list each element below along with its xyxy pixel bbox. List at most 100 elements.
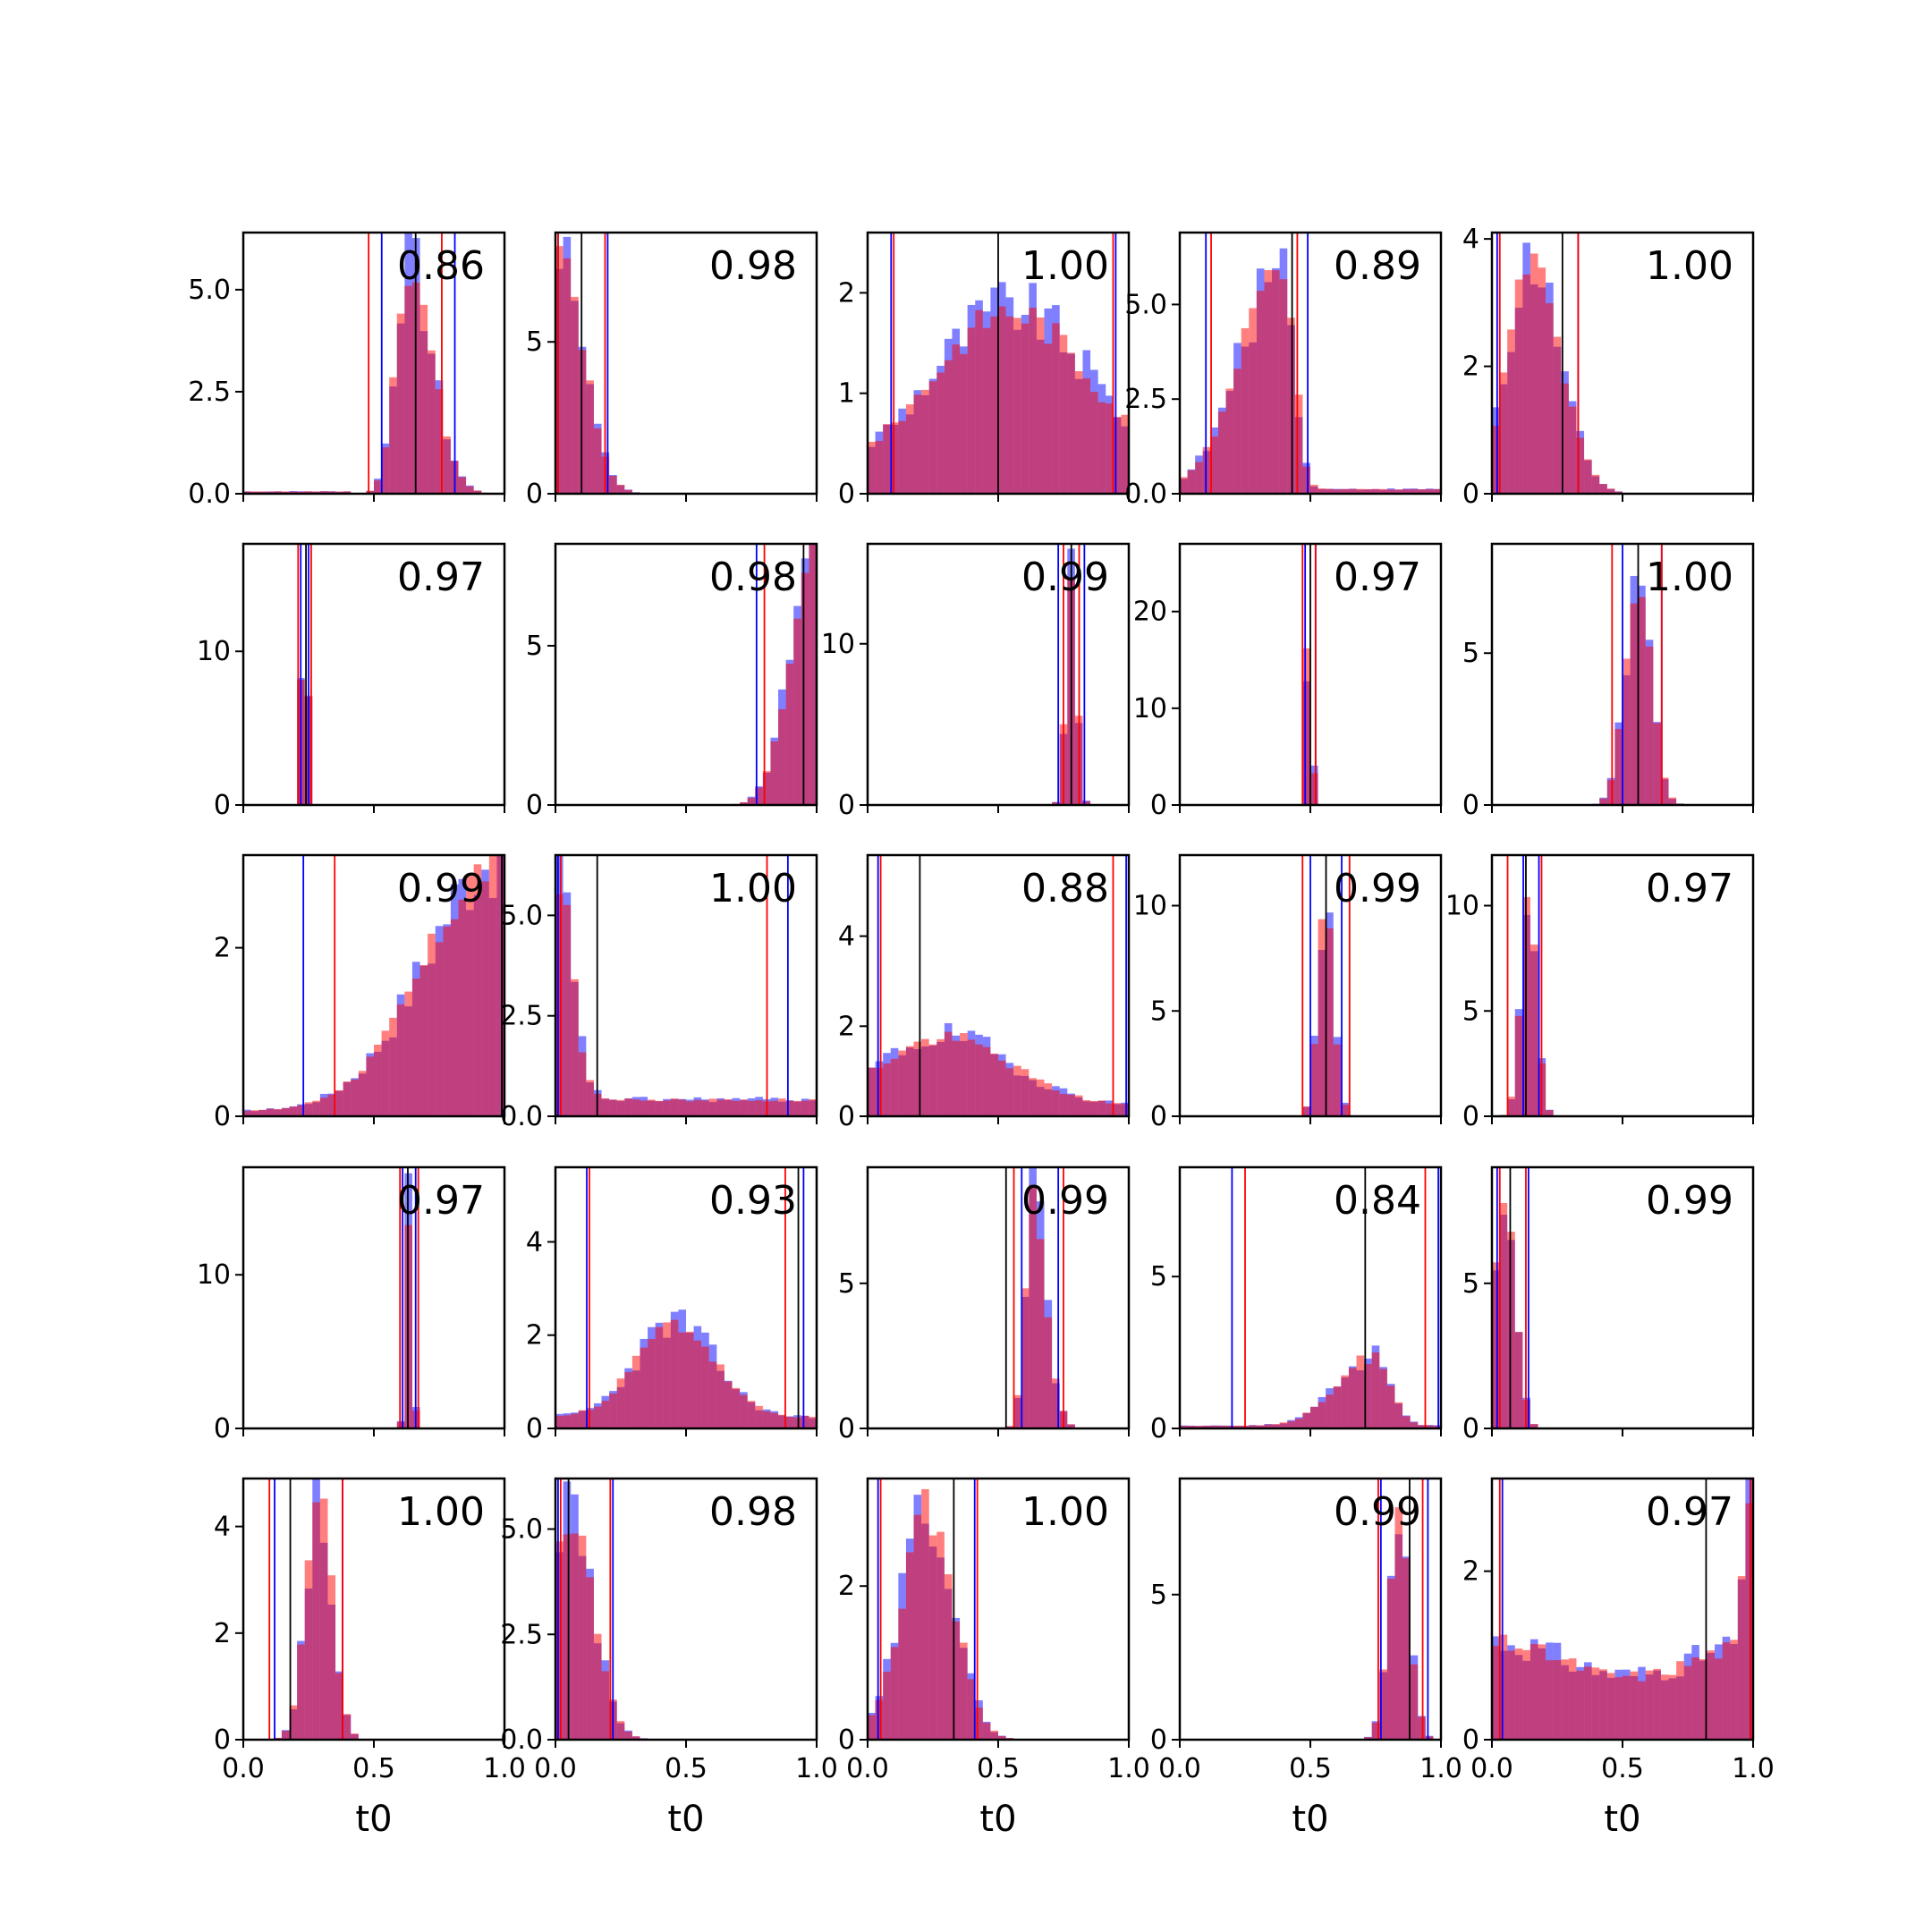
red-bar	[762, 771, 771, 805]
panel-3-5: 0 5 10 0.97	[1445, 853, 1755, 1132]
red-bar	[770, 1412, 779, 1428]
panel-value-label: 0.97	[1334, 555, 1421, 600]
red-bar	[266, 1108, 275, 1116]
red-bar	[404, 991, 412, 1116]
x-axis-label: t0	[979, 1799, 1016, 1840]
red-bar	[1371, 1352, 1380, 1428]
red-bar	[1005, 1068, 1014, 1116]
x-tick-label: 0.0	[846, 1753, 889, 1784]
red-bar	[1302, 1412, 1310, 1428]
y-tick-label: 0	[1150, 1413, 1167, 1445]
red-bar	[1029, 1184, 1037, 1428]
red-bar	[343, 491, 352, 494]
red-bar	[1074, 371, 1083, 494]
red-bar	[1668, 797, 1677, 805]
red-bar	[624, 1098, 632, 1116]
red-bar	[1546, 1110, 1554, 1116]
panel-2-5: 051.00	[1462, 542, 1755, 821]
panel-5-1: 0 2 4 0.0 0.5 1.0 t0 1.00	[214, 1477, 526, 1840]
red-bar	[1341, 1105, 1349, 1116]
red-bar	[686, 1331, 694, 1428]
y-tick-label: 0	[1462, 790, 1479, 821]
red-bar	[875, 441, 884, 494]
red-bar	[1318, 488, 1326, 494]
red-bar	[1256, 291, 1265, 494]
red-bar	[1530, 1644, 1538, 1740]
red-bar	[1425, 1425, 1434, 1428]
red-bar	[898, 420, 906, 494]
red-bar	[396, 1004, 405, 1116]
red-bar	[1402, 1558, 1411, 1740]
red-bar	[1029, 308, 1037, 494]
red-bar	[1187, 1426, 1196, 1428]
red-bar	[755, 1100, 763, 1116]
red-histogram	[555, 894, 817, 1116]
red-bar	[1249, 308, 1257, 494]
y-tick-label: 10	[197, 1259, 231, 1291]
red-bar	[967, 1039, 976, 1116]
red-bar	[466, 486, 474, 494]
red-bar	[1522, 1649, 1530, 1740]
red-bar	[921, 1488, 929, 1740]
red-bar	[601, 1671, 610, 1740]
y-tick-label: 10	[1133, 693, 1167, 724]
red-bar	[1371, 1723, 1380, 1740]
red-bar	[1013, 318, 1021, 494]
y-tick-label: 5.0	[1124, 289, 1167, 320]
red-bar	[624, 1731, 632, 1740]
red-bar	[1348, 1368, 1357, 1428]
y-tick-label: 0	[1150, 790, 1167, 821]
y-tick-label: 0	[838, 1724, 855, 1756]
panel-value-label: 0.97	[1646, 1489, 1733, 1535]
red-bar	[928, 1044, 937, 1116]
y-tick-label: 5.0	[188, 275, 231, 306]
red-bar	[944, 1574, 953, 1740]
red-bar	[1599, 484, 1607, 494]
panel-value-label: 0.98	[709, 1489, 797, 1535]
red-bar	[1106, 1103, 1114, 1116]
red-bar	[1310, 1044, 1318, 1116]
red-bar	[648, 1339, 656, 1428]
y-tick-label: 2.5	[1124, 384, 1167, 415]
red-bar	[1233, 369, 1241, 494]
red-bar	[1492, 1262, 1500, 1428]
panel-4-1: 0 10 0.97	[197, 1165, 506, 1445]
y-tick-label: 0	[1150, 1724, 1167, 1756]
red-bar	[1591, 474, 1600, 494]
red-bar	[875, 1068, 884, 1116]
red-bar	[1364, 1363, 1372, 1428]
red-bar	[1379, 1368, 1387, 1428]
red-histogram	[1364, 1507, 1434, 1740]
red-bar	[351, 1733, 359, 1740]
red-bar	[312, 1100, 320, 1116]
red-bar	[747, 1401, 756, 1428]
y-tick-label: 10	[1445, 891, 1479, 922]
red-bar	[428, 350, 436, 494]
panel-4-2: 0 2 4 0.93	[526, 1165, 818, 1445]
red-bar	[1052, 1090, 1060, 1116]
red-bar	[488, 855, 497, 1116]
red-bar	[555, 894, 564, 1116]
y-tick-label: 2	[838, 1571, 855, 1602]
red-bar	[435, 389, 444, 494]
red-bar	[1638, 597, 1646, 805]
red-bar	[593, 1406, 602, 1428]
red-bar	[905, 1552, 914, 1740]
panel-value-label: 1.00	[709, 866, 797, 911]
red-bar	[778, 1414, 786, 1428]
red-histogram	[1302, 919, 1349, 1116]
red-bar	[1730, 1640, 1738, 1740]
red-bar	[1241, 327, 1250, 494]
red-bar	[1379, 488, 1387, 494]
red-bar	[297, 1105, 305, 1116]
x-tick-label: 0.5	[665, 1753, 708, 1784]
red-bar	[648, 1099, 656, 1116]
panel-5-4: 0 5 0.0 0.5 1.0 t0 0.99	[1150, 1477, 1462, 1840]
panel-2-1: 0 10 0.97	[197, 542, 506, 821]
y-tick-label: 5.0	[500, 1514, 543, 1546]
y-tick-label: 0	[526, 790, 543, 821]
red-bar	[396, 313, 405, 494]
red-bar	[1576, 1670, 1585, 1740]
panel-1-5: 0 2 4 1.00	[1462, 224, 1755, 510]
red-bar	[381, 447, 390, 494]
